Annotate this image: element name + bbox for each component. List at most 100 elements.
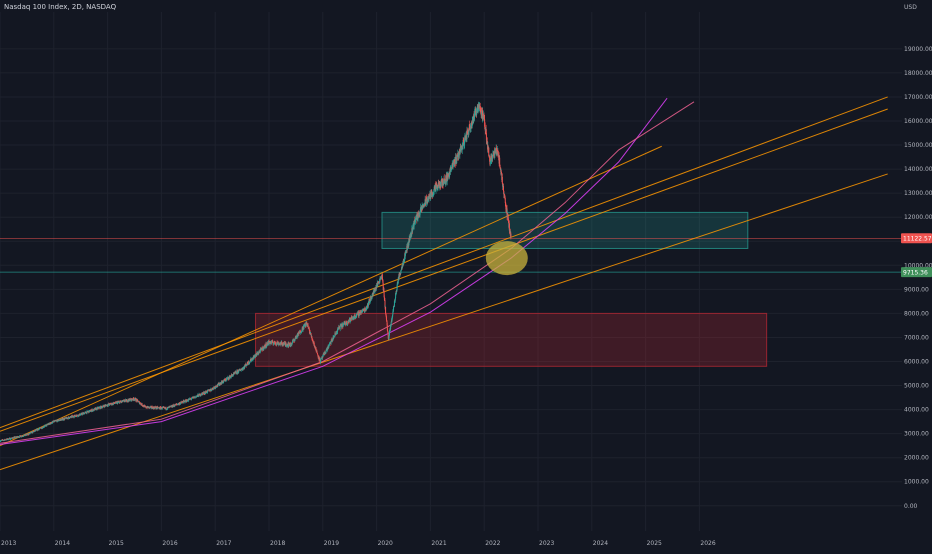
candle-body [240, 369, 242, 371]
candle-body [384, 300, 386, 308]
candle-body [79, 415, 81, 416]
candle-body [339, 325, 341, 330]
grid-lines [0, 12, 902, 531]
candle-body [294, 338, 296, 340]
trendline [0, 145, 662, 447]
candle-body [329, 343, 331, 345]
candle-body [81, 413, 83, 415]
candle-body [69, 416, 71, 418]
last-price-tag: 11122.57 [903, 236, 932, 243]
candle-body [215, 386, 217, 388]
candle-body [385, 316, 387, 321]
candle-body [461, 145, 463, 151]
candle-body [288, 342, 290, 347]
candle-body [209, 390, 211, 392]
candle-body [46, 424, 48, 426]
price-axis[interactable]: 0.00 1000.00 2000.00 3000.00 4000.00 5000.00 6… [901, 4, 932, 510]
trendline [0, 96, 888, 429]
price-tick-label: 16000.00 [904, 118, 932, 125]
candle-body [9, 438, 11, 440]
time-tick-label: 2015 [109, 540, 124, 547]
candle-body [238, 370, 240, 373]
candle-body [388, 331, 390, 336]
time-tick-label: 2021 [431, 540, 446, 547]
candle-body [383, 291, 385, 298]
candle-body [352, 318, 354, 320]
candle-body [419, 212, 421, 216]
candle-body [172, 406, 174, 408]
candle-body [226, 378, 228, 379]
candle-body [449, 169, 451, 172]
candle-body [40, 428, 42, 429]
candle-body [151, 406, 153, 409]
price-tick-label: 9000.00 [904, 286, 929, 293]
candle-body [303, 326, 305, 329]
time-tick-label: 2019 [324, 540, 339, 547]
candle-body [198, 396, 200, 398]
trendline [0, 108, 888, 432]
candle-body [19, 435, 21, 437]
candle-body [151, 407, 153, 409]
candle-body [382, 283, 384, 291]
highlight-circle [485, 241, 528, 276]
candle-body [250, 358, 252, 361]
candle-body [266, 343, 268, 346]
candle-body [446, 175, 448, 182]
candle-body [283, 344, 285, 346]
candle-body [19, 435, 21, 438]
candle-body [69, 418, 71, 419]
candle-body [271, 340, 273, 343]
candle-body [187, 399, 189, 401]
candle-body [299, 330, 301, 333]
candle-body [154, 407, 156, 409]
candle-body [383, 288, 385, 292]
candle-body [198, 394, 200, 397]
candle-body [161, 407, 163, 409]
price-tick-label: 10000.00 [904, 262, 932, 269]
candle-body [387, 330, 389, 332]
candle-body [391, 316, 393, 319]
candle-body [200, 394, 202, 396]
candle-body [63, 418, 65, 420]
candle-body [224, 379, 226, 382]
price-tick-label: 18000.00 [904, 70, 932, 77]
candle-body [184, 400, 186, 403]
price-tick-label: 13000.00 [904, 190, 932, 197]
price-tick-label: 1000.00 [904, 479, 929, 486]
candle-body [219, 383, 221, 385]
candle-body [371, 293, 373, 297]
candle-body [250, 360, 252, 361]
candle-body [252, 357, 254, 360]
candle-body [12, 438, 14, 440]
candle-body [345, 321, 347, 324]
candle-body [425, 197, 427, 205]
time-tick-label: 2016 [162, 540, 177, 547]
candle-body [215, 385, 217, 387]
candle-body [80, 413, 82, 415]
time-tick-label: 2014 [55, 540, 70, 547]
price-tick-label: 19000.00 [904, 46, 932, 53]
candle-body [456, 156, 458, 161]
candle-body [354, 316, 356, 318]
candle-body [398, 274, 400, 281]
price-tick-label: 12000.00 [904, 214, 932, 221]
candle-body [57, 419, 59, 422]
candle-body [159, 407, 161, 409]
candle-body [60, 418, 62, 421]
candle-body [242, 368, 244, 371]
candle-body [482, 110, 484, 119]
price-tick-label: 2000.00 [904, 455, 929, 462]
candle-body [102, 405, 104, 407]
candle-body [342, 324, 344, 327]
candle-body [372, 291, 374, 295]
candle-body [201, 393, 203, 395]
candle-body [274, 342, 276, 345]
candle-body [377, 282, 379, 285]
candle-body [357, 312, 359, 316]
candle-body [97, 407, 99, 409]
time-axis[interactable]: 2013 2014 2015 2016 2017 2018 2019 2020 2021 2022… [1, 540, 716, 547]
candle-body [75, 414, 77, 416]
candle-body [297, 333, 299, 336]
